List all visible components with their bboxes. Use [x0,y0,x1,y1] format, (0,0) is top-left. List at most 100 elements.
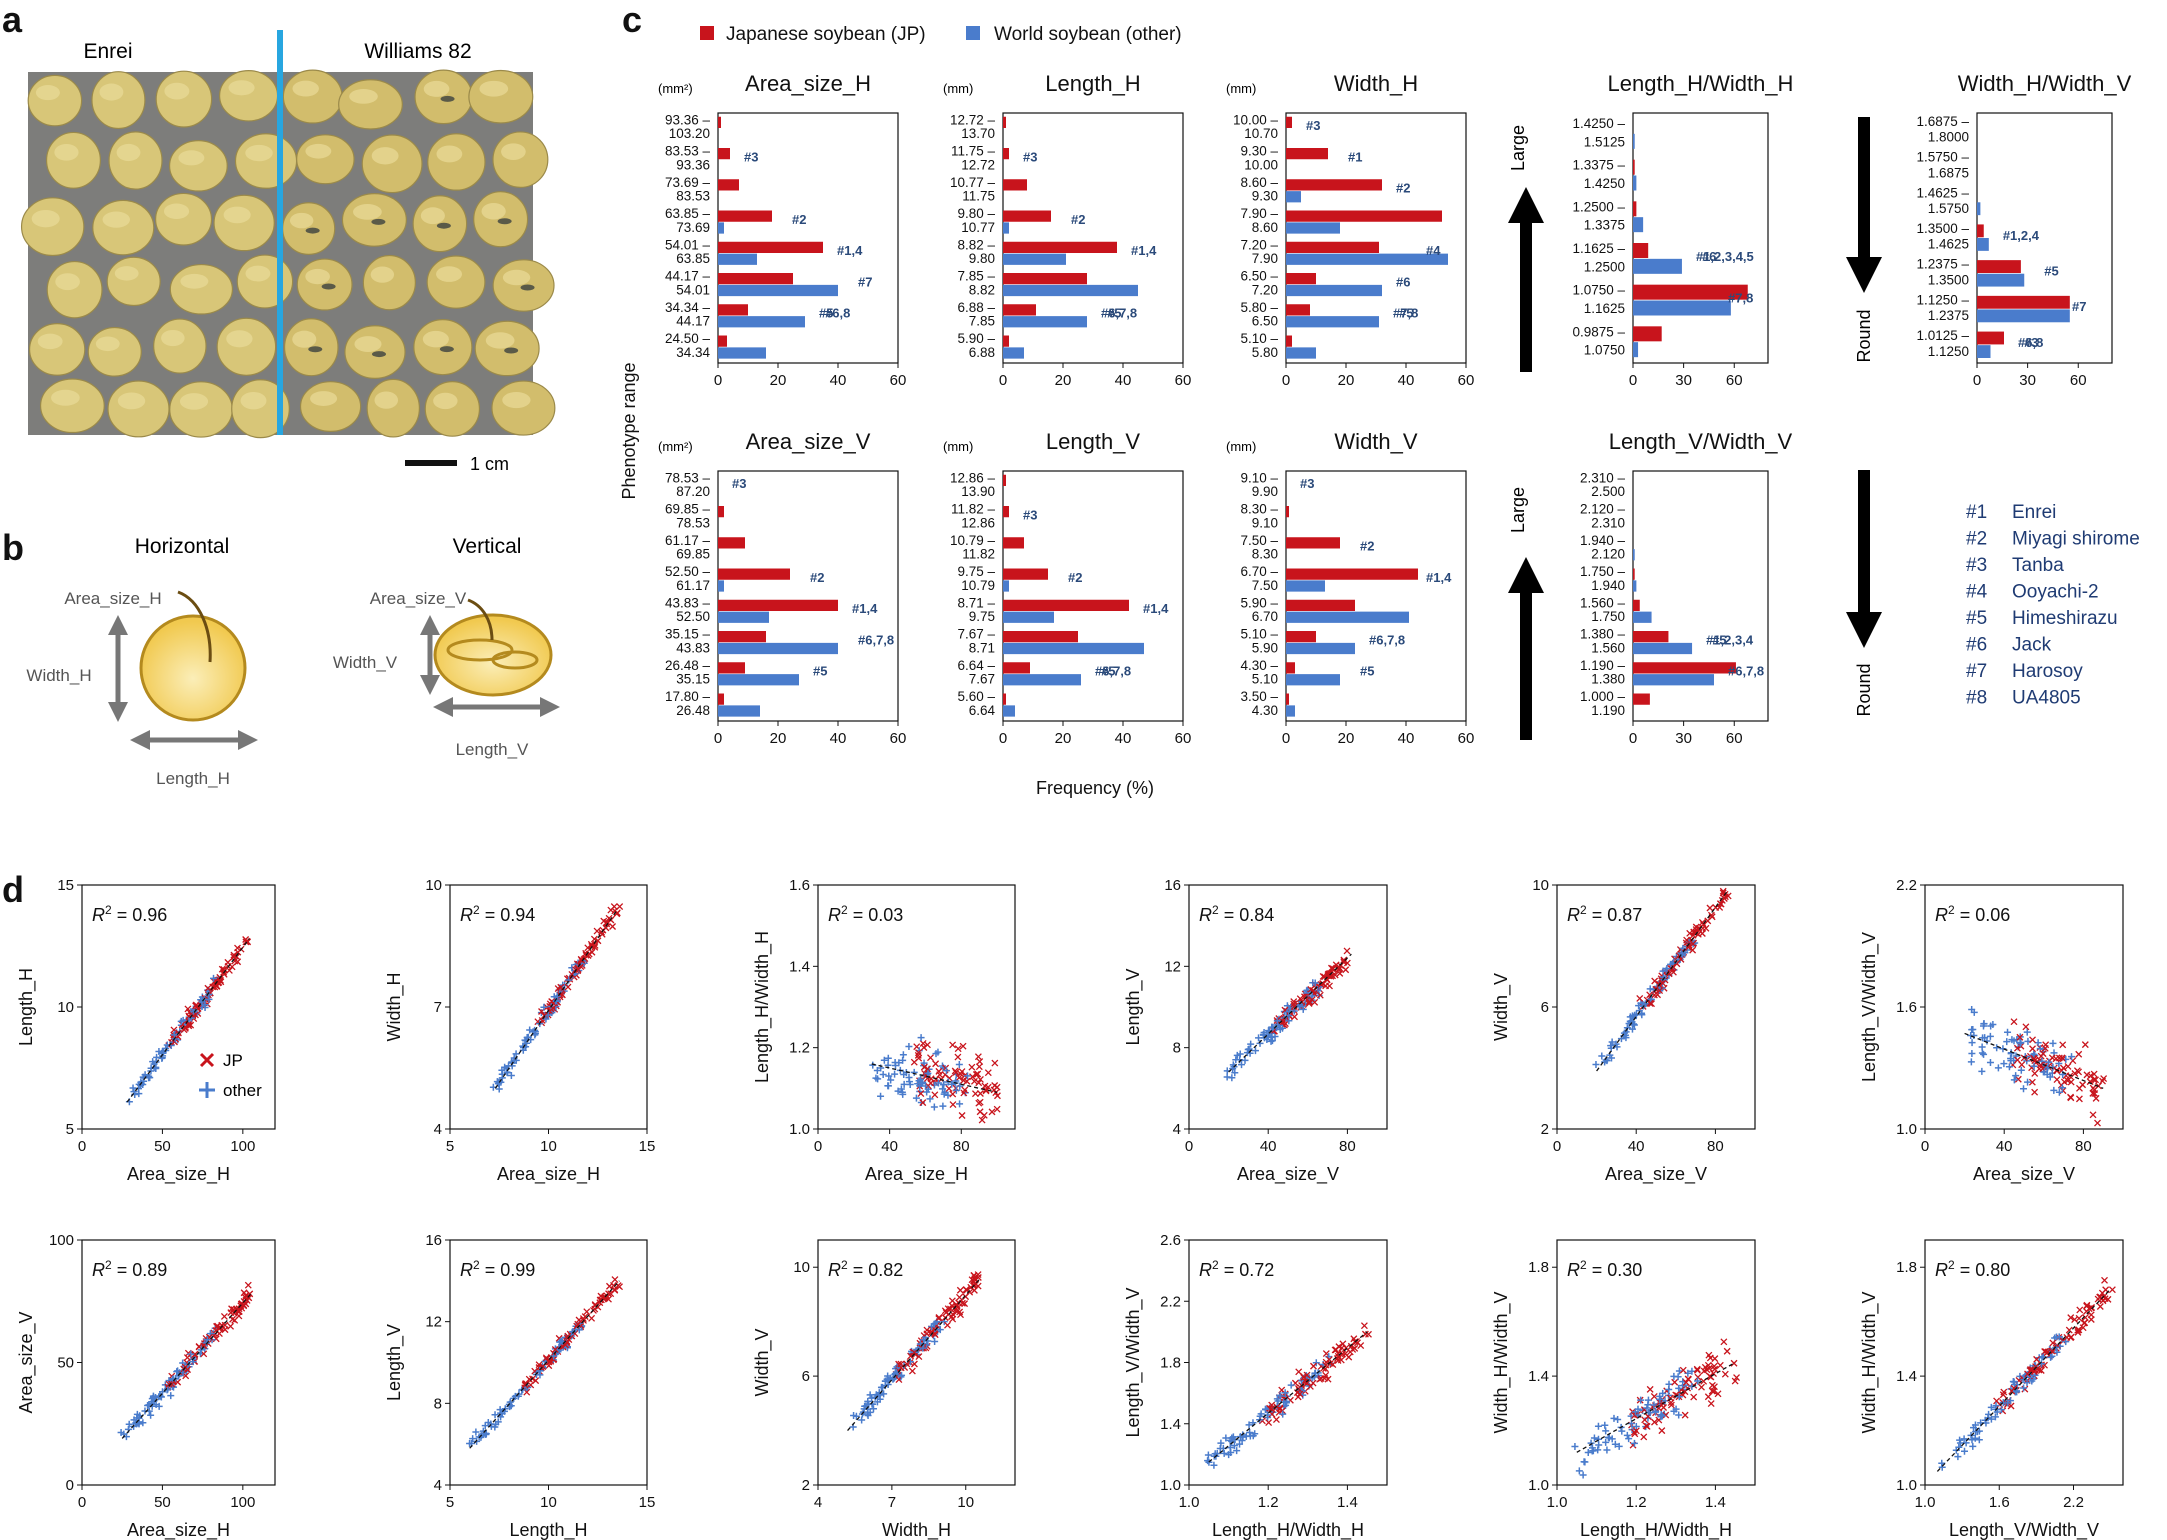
x-tick-label: 0 [1282,730,1290,747]
point-other [881,1377,889,1385]
x-tick-label: 1.2 [1258,1494,1279,1511]
point-jp [2021,1385,2029,1393]
point-jp [1337,1356,1345,1364]
point-other [1969,1442,1977,1450]
point-jp [1322,1371,1330,1379]
bar-other [1977,309,2070,323]
bin-label-low: 1.0125 – [1916,328,1969,343]
seed-vertical-hilum [446,638,514,662]
point-other [869,1405,877,1413]
bar-jp [1633,599,1640,611]
bin-label-high: 1.4625 [1928,237,1969,252]
point-jp [944,1321,951,1329]
bar-other [718,705,760,717]
bin-label-low: 11.82 – [951,502,996,517]
annotation-label: #5 [1399,306,1413,321]
x-tick-label: 0 [1282,372,1290,389]
point-jp [610,1281,617,1289]
point-other [2023,1028,2031,1036]
point-other [2050,1086,2058,1094]
point-jp [234,958,242,966]
bin-label-low: 69.85 – [665,502,711,517]
point-jp [598,930,606,938]
point-other [858,1416,866,1424]
point-jp [1707,911,1715,919]
bin-label-low: 1.1625 – [1572,241,1625,256]
bin-label-low: 6.70 – [1240,564,1278,579]
y-tick-label: 7 [434,999,442,1016]
bin-label-low: 73.69 – [665,175,711,190]
y-tick-label: 8 [434,1395,442,1412]
bar-other [1003,705,1015,717]
point-other [145,1401,153,1409]
bin-label-high: 1.2500 [1584,259,1625,274]
bar-jp [718,273,793,285]
point-other [919,1344,927,1352]
bar-jp [1003,693,1006,705]
scatter-frame [817,1239,1016,1486]
x-tick-label: 2.2 [2063,1494,2084,1511]
bin-label-low: 8.71 – [957,595,995,610]
bin-label-high: 83.53 [676,189,710,204]
x-tick-label: 4 [814,1494,822,1511]
point-jp [1310,1362,1317,1370]
r2-value: = 0.30 [1587,1260,1643,1280]
bin-label-high: 43.83 [676,640,710,655]
bin-label-low: 1.190 – [1580,658,1626,673]
point-other [873,1066,881,1074]
point-jp [613,909,621,917]
y-tick-label: 1.2 [789,1040,810,1057]
seed [169,381,233,438]
point-jp [2033,1355,2041,1363]
x-tick-label: 1.0 [1179,1494,1200,1511]
x-tick-label: 10 [540,1494,557,1511]
bar-jp [1003,304,1036,316]
point-jp [1694,1373,1702,1381]
r2-superscript: 2 [473,1258,480,1272]
bin-label-low: 1.1250 – [1916,292,1969,307]
point-other [1975,1436,1983,1444]
point-other [956,1082,964,1090]
point-jp [1711,1365,1719,1373]
r2-value: = 0.72 [1219,1260,1275,1280]
point-jp [1656,987,1664,994]
point-jp [1351,1344,1359,1352]
y-tick-label: 1.0 [1160,1477,1181,1494]
bin-label-low: 1.6875 – [1916,114,1969,129]
point-other [1667,960,1675,968]
point-jp [1723,1347,1731,1355]
seed-highlight [164,82,190,100]
point-other [1968,1436,1976,1444]
scatter-xlabel: Area_size_H [127,1520,230,1540]
seed [169,263,234,315]
y-tick-label: 2 [802,1477,810,1494]
bin-label-high: 4.30 [1252,703,1278,718]
seed-highlight [502,269,531,286]
r2-symbol: R [828,905,841,925]
scatter-10: R2 = 0.72 1.0 1.2 1.4 1.0 1.4 1.8 2.2 2.6 Length_… [1123,1232,1388,1540]
point-jp [2008,1387,2016,1395]
r2-value: = 0.87 [1587,905,1643,925]
point-other [930,1320,938,1328]
point-jp [954,1053,962,1061]
point-other [1245,1421,1253,1429]
bar-jp [718,241,823,253]
bar-other [1286,347,1316,359]
point-other [1282,1399,1290,1407]
point-other [872,1074,880,1082]
point-jp [1316,991,1324,999]
bar-other [1286,253,1448,265]
scatter-xlabel: Width_H [882,1520,951,1540]
y-tick-label: 4 [1173,1121,1181,1138]
point-other [926,1095,934,1103]
point-other [2030,1050,2038,1058]
bar-jp [1003,335,1009,347]
scatter-xlabel: Area_size_V [1973,1164,2075,1185]
point-other [526,1026,534,1034]
point-other [565,976,573,984]
point-other [1670,1407,1678,1415]
schematic-title-horizontal: Horizontal [135,535,230,558]
point-other [495,1085,503,1093]
bar-jp [1633,201,1637,217]
bar-other [1286,611,1409,623]
